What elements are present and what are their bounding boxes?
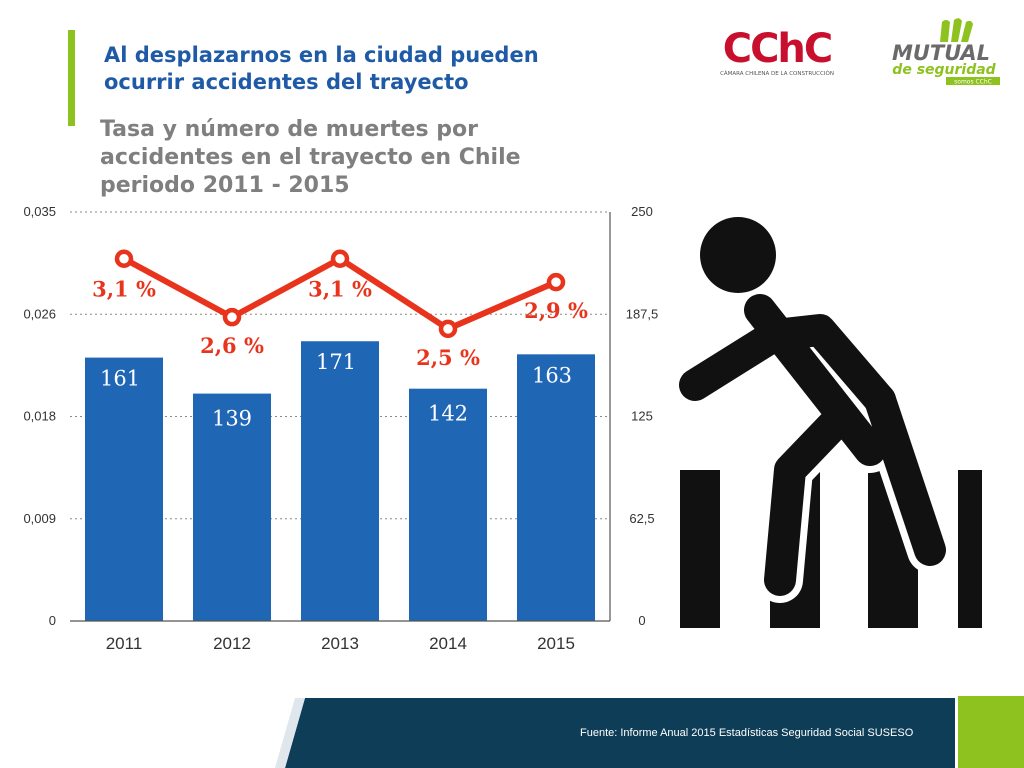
bar-value-label: 161 [100,367,140,391]
bar [517,354,595,621]
chart-axes [70,212,611,622]
cchc-logo-text: CChC [723,28,832,72]
rate-point [438,319,458,339]
right-tick-label: 125 [631,409,653,424]
right-tick-label: 187,5 [626,306,659,321]
bar [409,388,487,621]
accent-bar [68,30,75,126]
right-tick-label: 0 [638,613,645,628]
rate-value-label: 2,5 % [416,345,480,370]
rate-value-label: 2,9 % [524,298,588,323]
rate-value-label: 2,6 % [200,333,264,358]
category-label: 2011 [106,634,143,653]
rate-value-label: 3,1 % [308,277,372,302]
left-tick-label: 0,009 [23,511,56,526]
bar [193,393,271,621]
rate-point [114,249,134,268]
bar-value-label: 139 [212,407,252,431]
rate-point [222,307,242,327]
bar-value-label: 163 [532,363,572,387]
category-label: 2012 [213,634,251,653]
chart-labels: 0 0 0,009 62,5 0,018 125 0,026 187,5 0,035 250 161… [23,204,658,653]
cchc-logo: CChC CÁMARA CHILENA DE LA CONSTRUCCIÓN [720,28,834,77]
left-tick-label: 0,035 [23,204,56,219]
mutual-logo: MUTUAL de seguridad somos CChC [892,18,1000,86]
category-label: 2015 [537,634,575,653]
bar [301,341,379,621]
death-rate-chart: 0 0 0,009 62,5 0,018 125 0,026 187,5 0,035 250 161… [23,204,658,653]
pedestrian-crossing-icon [672,217,982,628]
bar-value-label: 142 [428,402,468,426]
right-tick-label: 62,5 [629,511,654,526]
chart-line-series [114,249,566,339]
left-tick-label: 0 [49,613,56,628]
mutual-logo-mark [940,18,973,42]
chart-title: Tasa y número de muertes por accidentes … [100,117,521,198]
bar [85,357,163,621]
footer-green-block [958,696,1024,768]
left-tick-label: 0,026 [23,306,56,321]
mutual-logo-tagline-bg [946,77,1000,85]
category-label: 2013 [321,634,359,653]
chart-bars [85,341,595,621]
rate-point [546,272,566,292]
footer-band [275,698,955,768]
mutual-logo-subtitle: de seguridad [892,62,996,78]
mutual-logo-tagline: somos CChC [954,79,992,86]
left-tick-label: 0,018 [23,409,56,424]
category-label: 2014 [429,634,467,653]
slide-title: Al desplazarnos en la ciudad pueden ocur… [104,43,539,94]
bar-value-label: 171 [316,350,356,374]
rate-value-label: 3,1 % [92,277,156,302]
mutual-logo-text: MUTUAL [892,41,990,65]
source-note: Fuente: Informe Anual 2015 Estadísticas … [580,727,914,739]
rate-point [330,249,350,268]
right-tick-label: 250 [631,204,653,219]
cchc-logo-subtitle: CÁMARA CHILENA DE LA CONSTRUCCIÓN [720,70,834,77]
